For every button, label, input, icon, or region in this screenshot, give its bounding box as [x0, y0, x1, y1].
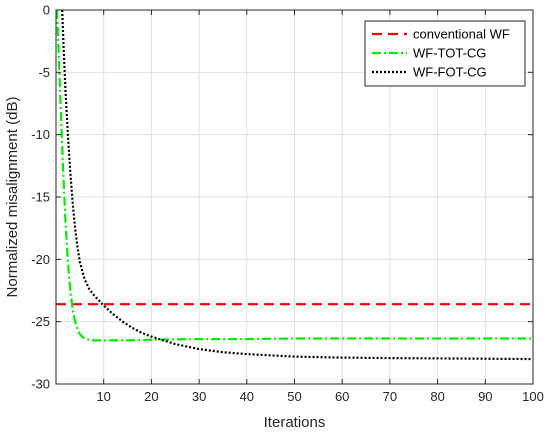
x-tick-label: 70	[383, 389, 397, 404]
x-tick-label: 100	[522, 389, 544, 404]
x-tick-label: 40	[240, 389, 254, 404]
y-tick-label: -10	[31, 127, 50, 142]
series-lines	[55, 9, 534, 361]
series-line-2	[55, 9, 533, 342]
legend-entry-2: WF-TOT-CG	[413, 46, 486, 61]
x-tick-label: 60	[335, 389, 349, 404]
y-tick-label: -15	[31, 190, 50, 205]
y-tick-label: -5	[38, 65, 50, 80]
y-tick-label: -30	[31, 377, 50, 392]
y-tick-label: -25	[31, 314, 50, 329]
x-tick-label: 30	[192, 389, 206, 404]
x-tick-label: 80	[430, 389, 444, 404]
legend-entry-3: WF-FOT-CG	[413, 65, 487, 80]
x-tick-label: 10	[96, 389, 110, 404]
x-tick-label: 50	[287, 389, 301, 404]
y-tick-label: 0	[43, 3, 50, 18]
x-tick-label: 90	[478, 389, 492, 404]
y-axis-label: Normalized misalignment (dB)	[4, 97, 21, 298]
legend: conventional WF WF-TOT-CG WF-FOT-CG	[364, 20, 526, 87]
x-axis-label: Iterations	[264, 414, 326, 431]
series-line-3	[61, 9, 534, 361]
legend-entry-1: conventional WF	[413, 27, 510, 42]
x-tick-label: 20	[144, 389, 158, 404]
y-tick-label: -20	[31, 252, 50, 267]
ticks: 10 20 30 40 50 60 70 80 90 100 0 -5 -10 -15 -20 -25 -30	[31, 3, 544, 405]
